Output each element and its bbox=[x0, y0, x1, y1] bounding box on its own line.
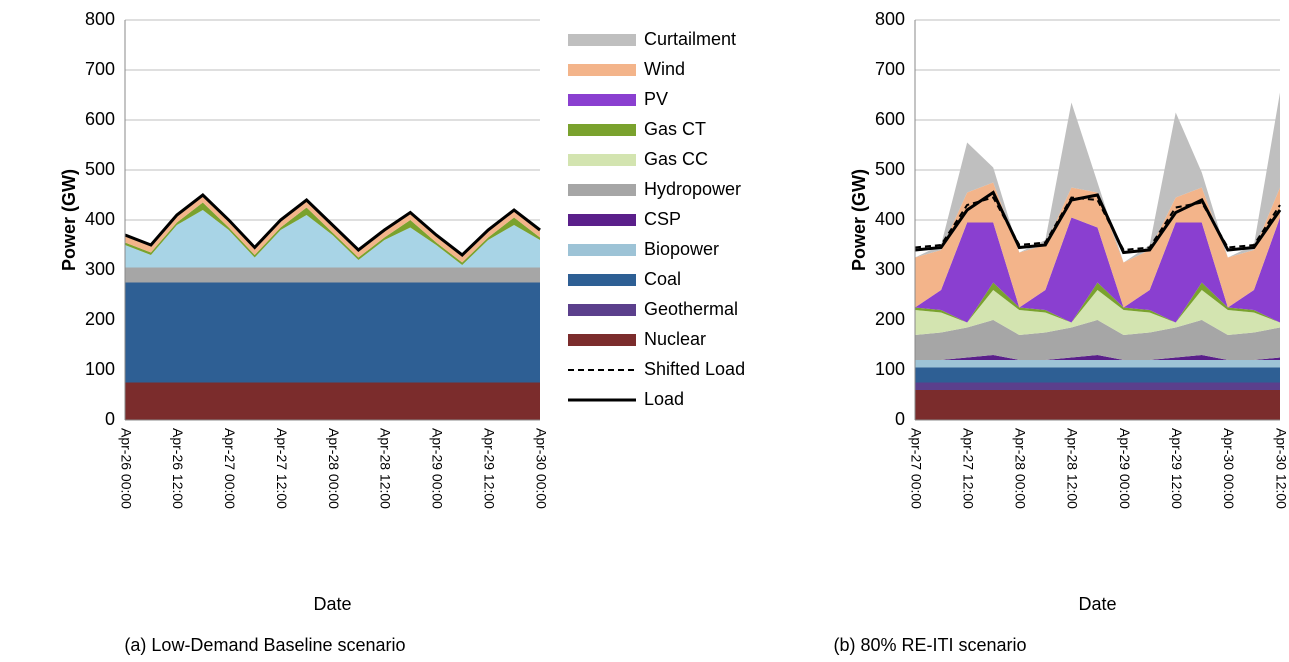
legend-label: Wind bbox=[644, 59, 685, 79]
y-tick-label: 200 bbox=[875, 309, 905, 329]
legend-swatch bbox=[568, 274, 636, 286]
x-tick-label: Apr-28 12:00 bbox=[1065, 428, 1081, 509]
y-tick-label: 100 bbox=[85, 359, 115, 379]
y-tick-label: 600 bbox=[85, 109, 115, 129]
legend-label: CSP bbox=[644, 209, 681, 229]
legend-label: Gas CC bbox=[644, 149, 708, 169]
stacked-area bbox=[125, 210, 540, 268]
legend-label: Curtailment bbox=[644, 29, 736, 49]
stacked-area bbox=[125, 202, 540, 265]
y-tick-label: 500 bbox=[85, 159, 115, 179]
legend-swatch bbox=[568, 334, 636, 346]
x-tick-label: Apr-26 00:00 bbox=[118, 428, 134, 509]
y-tick-label: 200 bbox=[85, 309, 115, 329]
x-tick-label: Apr-28 12:00 bbox=[378, 428, 394, 509]
y-tick-label: 700 bbox=[85, 59, 115, 79]
x-tick-label: Apr-29 12:00 bbox=[481, 428, 497, 509]
stacked-area bbox=[125, 382, 540, 420]
y-tick-label: 700 bbox=[875, 59, 905, 79]
y-tick-label: 800 bbox=[875, 9, 905, 29]
stacked-area bbox=[915, 382, 1280, 390]
stacked-area bbox=[915, 217, 1280, 323]
y-tick-label: 400 bbox=[85, 209, 115, 229]
y-tick-label: 600 bbox=[875, 109, 905, 129]
line-series bbox=[124, 193, 541, 257]
legend-label: Load bbox=[644, 389, 684, 409]
y-axis-label: Power (GW) bbox=[849, 169, 869, 271]
legend-label: Nuclear bbox=[644, 329, 706, 349]
stacked-area bbox=[915, 320, 1280, 360]
x-axis-label: Date bbox=[313, 594, 351, 614]
x-tick-label: Apr-27 12:00 bbox=[274, 428, 290, 509]
stacked-area bbox=[125, 267, 540, 283]
legend-label: Gas CT bbox=[644, 119, 706, 139]
y-axis-label: Power (GW) bbox=[59, 169, 79, 271]
caption: (a) Low-Demand Baseline scenario bbox=[124, 635, 405, 655]
y-tick-label: 300 bbox=[85, 259, 115, 279]
legend-swatch bbox=[568, 124, 636, 136]
x-tick-label: Apr-27 12:00 bbox=[960, 428, 976, 509]
stacked-area bbox=[915, 360, 1280, 368]
stacked-area bbox=[915, 92, 1280, 263]
legend-label: Geothermal bbox=[644, 299, 738, 319]
y-tick-label: 500 bbox=[875, 159, 905, 179]
stacked-area bbox=[125, 195, 540, 263]
legend-swatch bbox=[568, 94, 636, 106]
x-tick-label: Apr-30 00:00 bbox=[1221, 428, 1237, 509]
x-axis-label: Date bbox=[1078, 594, 1116, 614]
stacked-area bbox=[915, 290, 1280, 335]
legend-label: PV bbox=[644, 89, 668, 109]
stacked-area bbox=[125, 282, 540, 383]
x-tick-label: Apr-27 00:00 bbox=[908, 428, 924, 509]
line-series bbox=[914, 190, 1282, 255]
x-tick-label: Apr-26 12:00 bbox=[170, 428, 186, 509]
legend-swatch bbox=[568, 34, 636, 46]
y-tick-label: 800 bbox=[85, 9, 115, 29]
stacked-area bbox=[915, 390, 1280, 420]
legend-label: Coal bbox=[644, 269, 681, 289]
x-tick-label: Apr-30 12:00 bbox=[1273, 428, 1289, 509]
legend-label: Biopower bbox=[644, 239, 719, 259]
y-tick-label: 0 bbox=[895, 409, 905, 429]
x-tick-label: Apr-29 00:00 bbox=[1117, 428, 1133, 509]
y-tick-label: 0 bbox=[105, 409, 115, 429]
x-tick-label: Apr-29 00:00 bbox=[430, 428, 446, 509]
x-tick-label: Apr-27 00:00 bbox=[222, 428, 238, 509]
x-tick-label: Apr-28 00:00 bbox=[1013, 428, 1029, 509]
legend-swatch bbox=[568, 244, 636, 256]
x-tick-label: Apr-28 00:00 bbox=[326, 428, 342, 509]
legend-swatch bbox=[568, 64, 636, 76]
stacked-area bbox=[915, 182, 1280, 308]
y-tick-label: 100 bbox=[875, 359, 905, 379]
legend-swatch bbox=[568, 184, 636, 196]
legend-label: Shifted Load bbox=[644, 359, 745, 379]
x-tick-label: Apr-30 00:00 bbox=[533, 428, 549, 509]
legend-swatch bbox=[568, 214, 636, 226]
legend-swatch bbox=[568, 304, 636, 316]
legend-label: Hydropower bbox=[644, 179, 741, 199]
legend-swatch bbox=[568, 154, 636, 166]
y-tick-label: 400 bbox=[875, 209, 905, 229]
stacked-area bbox=[915, 367, 1280, 383]
caption: (b) 80% RE-ITI scenario bbox=[833, 635, 1026, 655]
y-tick-label: 300 bbox=[875, 259, 905, 279]
x-tick-label: Apr-29 12:00 bbox=[1169, 428, 1185, 509]
